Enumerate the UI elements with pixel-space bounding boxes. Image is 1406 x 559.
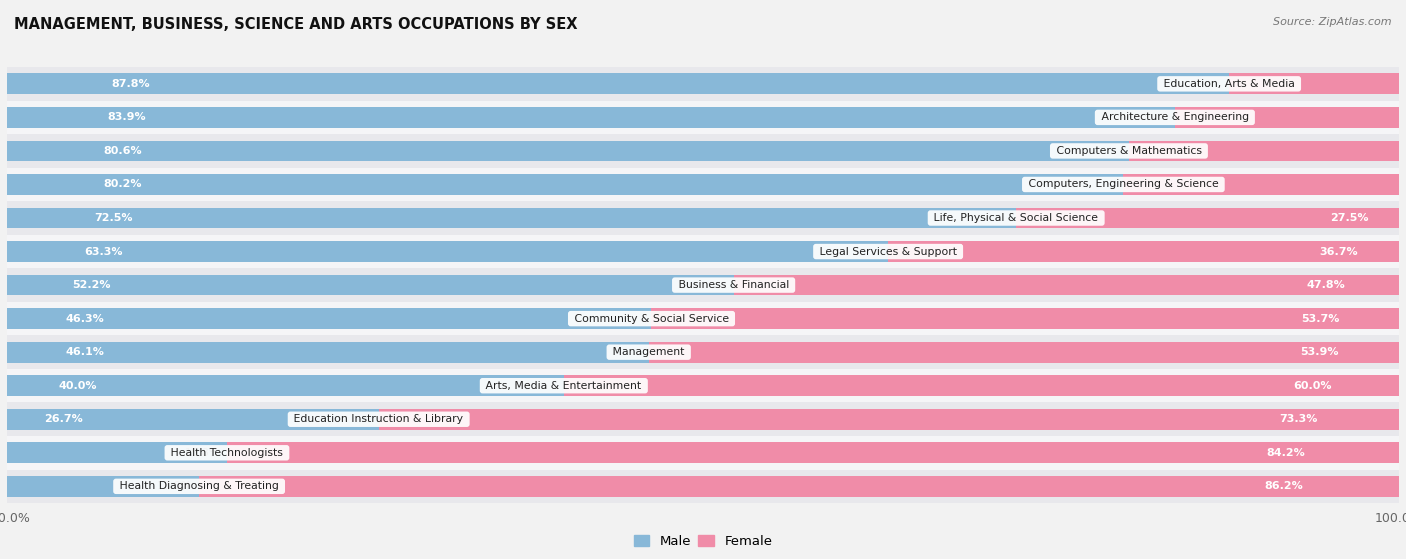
Bar [651,308,1399,329]
Text: 87.8%: 87.8% [111,79,150,89]
Text: Business & Financial: Business & Financial [675,280,793,290]
Text: MANAGEMENT, BUSINESS, SCIENCE AND ARTS OCCUPATIONS BY SEX: MANAGEMENT, BUSINESS, SCIENCE AND ARTS O… [14,17,578,32]
Text: 60.0%: 60.0% [1294,381,1331,391]
Bar [1123,174,1399,195]
Bar [7,207,1017,229]
Bar [7,241,889,262]
Text: Health Diagnosing & Treating: Health Diagnosing & Treating [115,481,283,491]
Bar [7,470,1399,503]
Bar [1129,140,1399,162]
Text: Arts, Media & Entertainment: Arts, Media & Entertainment [482,381,645,391]
Text: Computers, Engineering & Science: Computers, Engineering & Science [1025,179,1222,190]
Bar [7,268,1399,302]
Bar [7,140,1129,162]
Bar [7,308,651,329]
Text: 40.0%: 40.0% [59,381,97,391]
Bar [1017,207,1399,229]
Text: 15.8%: 15.8% [184,448,219,458]
Text: Legal Services & Support: Legal Services & Support [815,247,960,257]
Bar [7,73,1229,94]
Text: 53.7%: 53.7% [1301,314,1339,324]
Text: Life, Physical & Social Science: Life, Physical & Social Science [931,213,1102,223]
Bar [1175,107,1399,128]
Bar [7,101,1399,134]
Bar [734,274,1399,296]
Bar [7,67,1399,101]
Bar [7,235,1399,268]
Text: Management: Management [609,347,688,357]
Text: 83.9%: 83.9% [107,112,146,122]
Text: Education, Arts & Media: Education, Arts & Media [1160,79,1298,89]
Bar [7,201,1399,235]
Text: 27.5%: 27.5% [1330,213,1368,223]
Bar [7,342,648,363]
Text: Computers & Mathematics: Computers & Mathematics [1053,146,1205,156]
Bar [648,342,1399,363]
Text: 26.7%: 26.7% [44,414,83,424]
Text: 46.1%: 46.1% [65,347,104,357]
Bar [7,409,378,430]
Bar [7,436,1399,470]
Text: 84.2%: 84.2% [1267,448,1305,458]
Text: 47.8%: 47.8% [1308,280,1346,290]
Bar [7,375,564,396]
Bar [7,302,1399,335]
Bar [1229,73,1399,94]
Bar [7,442,226,463]
Legend: Male, Female: Male, Female [628,529,778,553]
Text: 86.2%: 86.2% [1264,481,1303,491]
Bar [7,476,200,497]
Text: 53.9%: 53.9% [1301,347,1339,357]
Text: 72.5%: 72.5% [94,213,134,223]
Bar [7,369,1399,402]
Text: 73.3%: 73.3% [1279,414,1317,424]
Text: 46.3%: 46.3% [66,314,104,324]
Text: Source: ZipAtlas.com: Source: ZipAtlas.com [1274,17,1392,27]
Text: 63.3%: 63.3% [84,247,122,257]
Text: Health Technologists: Health Technologists [167,448,287,458]
Text: Community & Social Service: Community & Social Service [571,314,733,324]
Text: Architecture & Engineering: Architecture & Engineering [1098,112,1253,122]
Bar [564,375,1399,396]
Text: 80.2%: 80.2% [103,179,142,190]
Text: 52.2%: 52.2% [72,280,111,290]
Bar [7,274,734,296]
Bar [200,476,1399,497]
Bar [378,409,1399,430]
Text: 80.6%: 80.6% [104,146,142,156]
Text: Education Instruction & Library: Education Instruction & Library [291,414,467,424]
Bar [889,241,1399,262]
Bar [7,335,1399,369]
Bar [7,402,1399,436]
Bar [7,107,1175,128]
Bar [226,442,1399,463]
Text: 36.7%: 36.7% [1319,247,1358,257]
Text: 13.8%: 13.8% [157,481,193,491]
Bar [7,134,1399,168]
Bar [7,168,1399,201]
Bar [7,174,1123,195]
